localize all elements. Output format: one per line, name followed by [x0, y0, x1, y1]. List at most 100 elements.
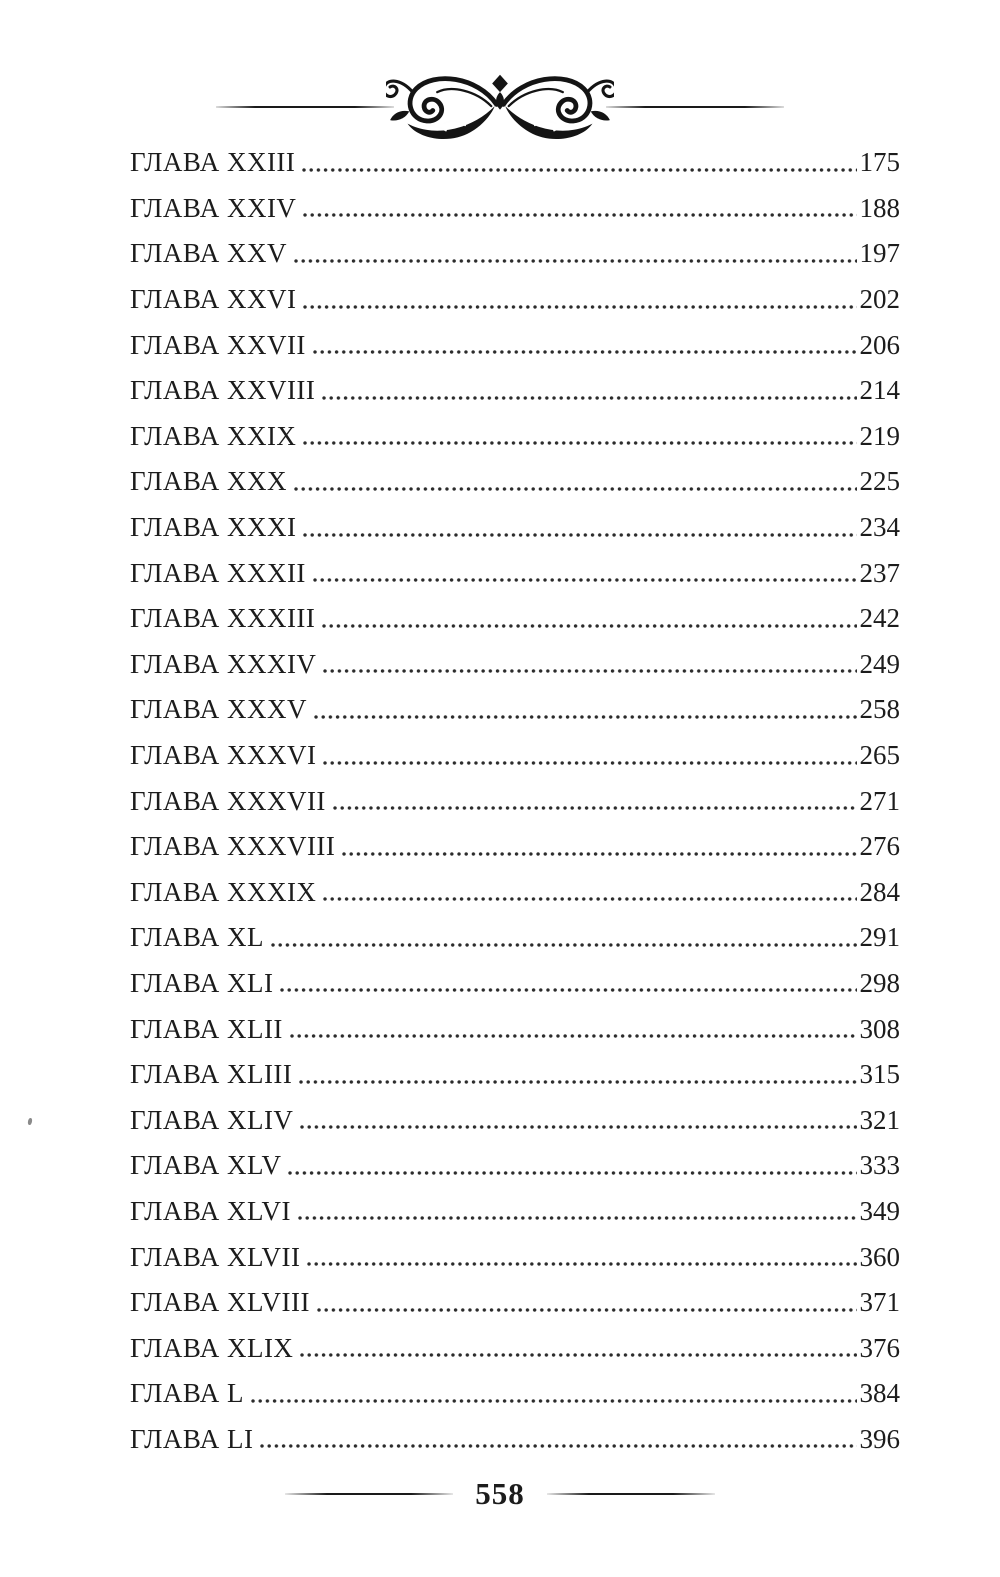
toc-entry-page: 188	[859, 192, 901, 223]
toc-row: ГЛАВА XXIV 188	[130, 186, 900, 232]
toc-row: ГЛАВА XXX 225	[130, 459, 900, 505]
toc-entry-page: 237	[859, 557, 901, 588]
toc-entry-label: ГЛАВА XXVII	[130, 329, 306, 360]
toc-row: ГЛАВА XLI 298	[130, 961, 900, 1007]
dot-leader	[312, 350, 857, 355]
toc-row: ГЛАВА XLIX 376	[130, 1325, 900, 1371]
toc-entry-label: ГЛАВА XXXV	[130, 694, 307, 725]
toc-entry-page: 376	[859, 1332, 901, 1363]
toc-entry-page: 276	[859, 831, 901, 862]
dot-leader	[322, 623, 857, 628]
toc-row: ГЛАВА XLII 308	[130, 1006, 900, 1052]
toc-entry-label: ГЛАВА XXV	[130, 238, 287, 269]
dot-leader	[289, 1034, 857, 1039]
toc-entry-page: 349	[859, 1195, 901, 1226]
dot-leader	[313, 714, 857, 719]
toc-entry-page: 225	[859, 466, 901, 497]
dot-leader	[293, 258, 857, 263]
toc-entry-page: 214	[859, 375, 901, 406]
toc-entry-label: ГЛАВА XXXI	[130, 512, 297, 543]
toc-row: ГЛАВА XXIX 219	[130, 414, 900, 460]
toc-entry-label: ГЛАВА XLV	[130, 1150, 282, 1181]
page-footer: 558	[0, 1478, 1000, 1509]
toc-row: ГЛАВА XXXIV 249	[130, 642, 900, 688]
toc-row: ГЛАВА XLV 333	[130, 1143, 900, 1189]
acanthus-flourish-icon	[386, 74, 614, 148]
dot-leader	[316, 1307, 857, 1312]
toc-entry-page: 206	[859, 329, 901, 360]
dot-leader	[323, 897, 857, 902]
toc-entry-page: 298	[859, 967, 901, 998]
toc-entry-label: ГЛАВА XXXIX	[130, 876, 317, 907]
toc-entry-label: ГЛАВА XXXVII	[130, 785, 326, 816]
toc-entry-label: ГЛАВА XXXII	[130, 557, 306, 588]
toc-entry-page: 249	[859, 648, 901, 679]
toc-entry-page: 315	[859, 1059, 901, 1090]
toc-row: ГЛАВА L 384	[130, 1371, 900, 1417]
dot-leader	[303, 441, 857, 446]
toc-row: ГЛАВА XLVII 360	[130, 1234, 900, 1280]
toc-entry-label: ГЛАВА XLII	[130, 1013, 283, 1044]
scan-artifact	[27, 1117, 33, 1126]
toc-row: ГЛАВА XL 291	[130, 915, 900, 961]
folio-page-number: 558	[475, 1476, 525, 1511]
toc-row: ГЛАВА XLVI 349	[130, 1189, 900, 1235]
dot-leader	[300, 1125, 857, 1130]
toc-row: ГЛАВА XXVI 202	[130, 277, 900, 323]
toc-entry-page: 384	[859, 1378, 901, 1409]
toc-row: ГЛАВА XXXVII 271	[130, 778, 900, 824]
dot-leader	[322, 395, 857, 400]
dot-leader	[293, 486, 857, 491]
toc-entry-page: 308	[859, 1013, 901, 1044]
toc-entry-label: ГЛАВА XXIX	[130, 420, 297, 451]
toc-entry-label: ГЛАВА XLIII	[130, 1059, 293, 1090]
dot-leader	[303, 532, 857, 537]
toc-row: ГЛАВА XXV 197	[130, 231, 900, 277]
dot-leader	[280, 988, 857, 993]
dot-leader	[323, 760, 857, 765]
toc-row: ГЛАВА XLIV 321	[130, 1097, 900, 1143]
dot-leader	[299, 1079, 857, 1084]
toc-entry-page: 175	[859, 147, 901, 178]
toc-entry-label: ГЛАВА XXXIII	[130, 603, 316, 634]
toc-row: ГЛАВА XLVIII 371	[130, 1280, 900, 1326]
footer-rule-right	[546, 1492, 715, 1495]
dot-leader	[288, 1170, 857, 1175]
toc-entry-label: ГЛАВА XXXVIII	[130, 831, 336, 862]
toc-row: ГЛАВА XXXVIII 276	[130, 824, 900, 870]
toc-entry-label: ГЛАВА XLVIII	[130, 1287, 310, 1318]
toc-entry-label: ГЛАВА XXX	[130, 466, 287, 497]
toc-entry-label: ГЛАВА XXXVI	[130, 740, 317, 771]
dot-leader	[303, 304, 857, 309]
dot-leader	[332, 806, 857, 811]
toc-entry-page: 396	[859, 1423, 901, 1454]
toc-entry-page: 271	[859, 785, 901, 816]
toc-entry-label: ГЛАВА XXIII	[130, 147, 296, 178]
toc-entry-label: ГЛАВА XXIV	[130, 192, 297, 223]
toc-entry-label: ГЛАВА XLVII	[130, 1241, 301, 1272]
toc-row: ГЛАВА LI 396	[130, 1417, 900, 1463]
toc-entry-page: 202	[859, 284, 901, 315]
toc-entry-label: ГЛАВА XXVIII	[130, 375, 316, 406]
toc-entry-label: ГЛАВА XLIX	[130, 1332, 294, 1363]
toc-row: ГЛАВА XXXI 234	[130, 505, 900, 551]
dot-leader	[300, 1353, 857, 1358]
toc-list: ГЛАВА XXIII 175 ГЛАВА XXIV 188 ГЛАВА XXV…	[130, 140, 900, 1462]
toc-row: ГЛАВА XXVIII 214	[130, 368, 900, 414]
dot-leader	[342, 851, 857, 856]
toc-row: ГЛАВА XXXIX 284	[130, 870, 900, 916]
toc-row: ГЛАВА XXXV 258	[130, 687, 900, 733]
dot-leader	[250, 1398, 857, 1403]
toc-entry-page: 371	[859, 1287, 901, 1318]
toc-entry-page: 291	[859, 922, 901, 953]
dot-leader	[297, 1216, 857, 1221]
toc-entry-page: 284	[859, 876, 901, 907]
toc-entry-page: 197	[859, 238, 901, 269]
toc-row: ГЛАВА XLIII 315	[130, 1052, 900, 1098]
dot-leader	[270, 942, 857, 947]
toc-entry-label: ГЛАВА L	[130, 1378, 244, 1409]
toc-row: ГЛАВА XXIII 175	[130, 140, 900, 186]
toc-row: ГЛАВА XXXII 237	[130, 550, 900, 596]
dot-leader	[303, 213, 857, 218]
header-ornament	[0, 62, 1000, 152]
